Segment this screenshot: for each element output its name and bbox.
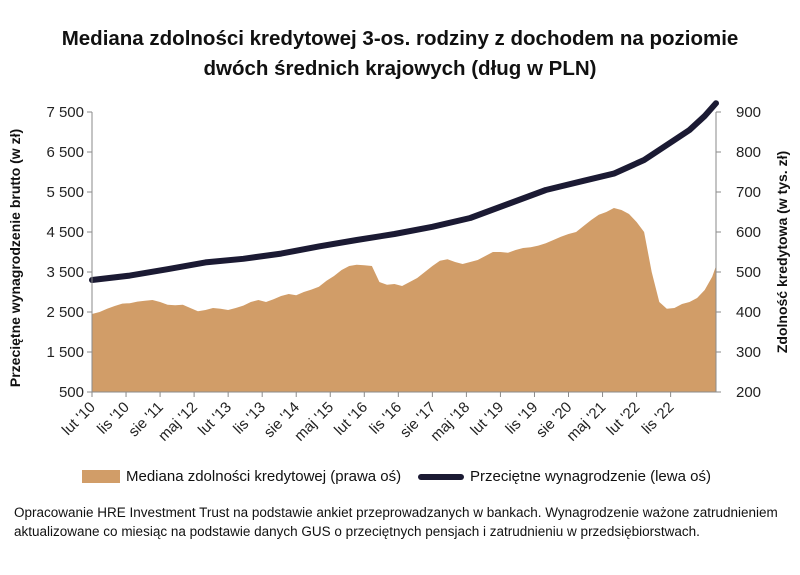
- x-tick-label: lis '10: [94, 399, 133, 438]
- legend-swatch-line: [418, 473, 464, 480]
- area-series-zdolnosc: [92, 208, 716, 392]
- right-tick-label: 800: [736, 144, 761, 161]
- legend-item-area: Mediana zdolności kredytowej (prawa oś): [82, 468, 401, 485]
- left-tick-label: 5 500: [46, 184, 84, 201]
- chart-title: Mediana zdolności kredytowej 3-os. rodzi…: [0, 24, 800, 84]
- right-tick-label: 400: [736, 304, 761, 321]
- legend-swatch-area: [82, 470, 120, 483]
- source-note: Opracowanie HRE Investment Trust na pods…: [14, 505, 778, 539]
- right-tick-label: 600: [736, 224, 761, 241]
- left-tick-label: 1 500: [46, 344, 84, 361]
- left-tick-label: 500: [59, 384, 84, 401]
- right-tick-label: 500: [736, 264, 761, 281]
- x-tick-label: lut '10: [59, 399, 99, 439]
- legend: Mediana zdolności kredytowej (prawa oś) …: [0, 468, 800, 490]
- right-axis-ticks: 900 800 700 600 500 400 300 200: [716, 104, 761, 401]
- x-tick-label: maj '18: [427, 399, 473, 445]
- left-tick-label: 3 500: [46, 264, 84, 281]
- x-tick-label: maj '21: [563, 399, 609, 445]
- right-tick-label: 900: [736, 104, 761, 121]
- x-tick-label: maj '12: [155, 399, 201, 445]
- chart-title-line-1: Mediana zdolności kredytowej 3-os. rodzi…: [61, 27, 739, 50]
- right-axis-title: Zdolność kredytowa (w tys. zł): [774, 151, 790, 353]
- left-tick-label: 7 500: [46, 104, 84, 121]
- right-tick-label: 200: [736, 384, 761, 401]
- x-tick-label: maj '15: [291, 399, 337, 445]
- x-tick-label: lut '13: [195, 399, 235, 439]
- left-tick-label: 2 500: [46, 304, 84, 321]
- chart-title-line-2: dwóch średnich krajowych (dług w PLN): [203, 57, 597, 80]
- x-tick-label: lis '22: [639, 399, 678, 438]
- right-tick-label: 300: [736, 344, 761, 361]
- left-axis-title: Przeciętne wynagrodzenie brutto (w zł): [7, 129, 23, 387]
- left-axis-ticks: 7 500 6 500 5 500 4 500 3 500 2 500 1 500 500: [46, 104, 92, 401]
- legend-item-line: Przeciętne wynagrodzenie (lewa oś): [418, 468, 711, 485]
- legend-label-area: Mediana zdolności kredytowej (prawa oś): [126, 468, 402, 485]
- left-tick-label: 6 500: [46, 144, 84, 161]
- legend-label-line: Przeciętne wynagrodzenie (lewa oś): [470, 468, 711, 485]
- left-tick-label: 4 500: [46, 224, 84, 241]
- x-tick-label: lut '22: [603, 399, 643, 439]
- x-tick-label: lut '16: [331, 399, 371, 439]
- plot-area: [89, 100, 719, 393]
- right-tick-label: 700: [736, 184, 761, 201]
- line-series-wynagrodzenie: [89, 100, 719, 283]
- x-tick-label: lut '19: [467, 399, 507, 439]
